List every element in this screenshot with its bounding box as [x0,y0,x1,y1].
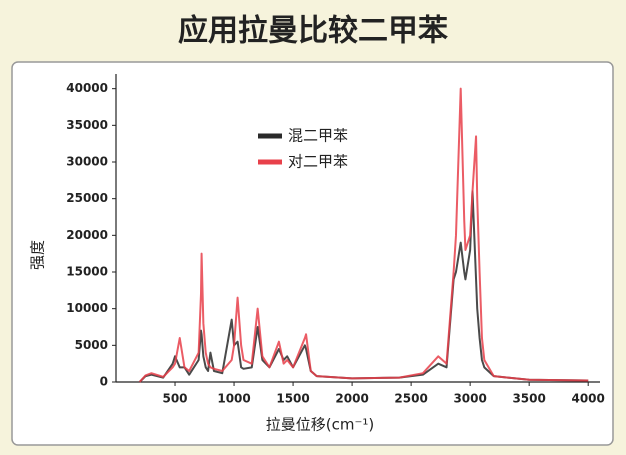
series-line [138,190,589,383]
x-tick-label: 2000 [335,392,368,406]
series-line [138,87,589,383]
x-tick-label: 3000 [453,392,486,406]
x-tick-label: 1000 [217,392,250,406]
y-tick-label: 10000 [66,301,108,315]
chart-title: 应用拉曼比较二甲苯 [178,14,448,49]
y-axis-label: 强度 [29,240,47,270]
y-tick-label: 0 [100,375,108,389]
y-tick-label: 40000 [66,81,108,95]
y-tick-label: 30000 [66,155,108,169]
x-tick-label: 500 [162,392,187,406]
x-tick-label: 4000 [571,392,604,406]
y-tick-label: 35000 [66,118,108,132]
legend-label: 对二甲苯 [288,153,348,171]
x-tick-label: 3500 [512,392,545,406]
legend-label: 混二甲苯 [288,127,348,145]
x-tick-label: 2500 [394,392,427,406]
y-tick-label: 25000 [66,191,108,205]
x-axis-label: 拉曼位移(cm⁻¹) [266,416,375,434]
y-tick-label: 15000 [66,265,108,279]
x-tick-label: 1500 [276,392,309,406]
y-tick-label: 20000 [66,228,108,242]
y-tick-label: 5000 [75,338,108,352]
